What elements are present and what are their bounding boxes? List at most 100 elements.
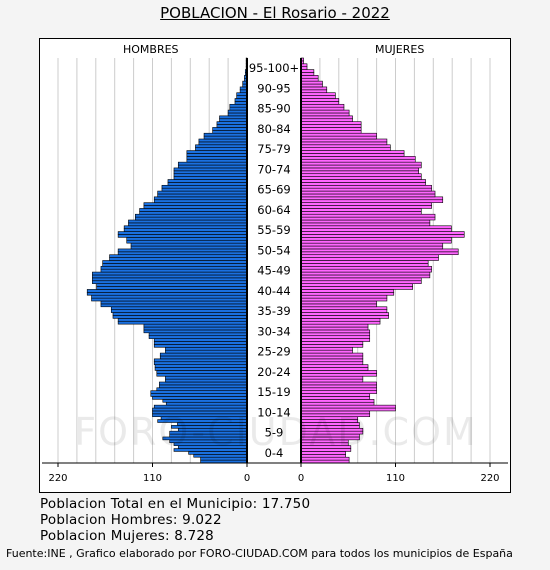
bar-women bbox=[300, 338, 371, 342]
bar-women bbox=[300, 387, 377, 391]
bar-men bbox=[123, 225, 248, 229]
bar-men bbox=[159, 355, 248, 360]
bar-women bbox=[300, 346, 353, 351]
bar-men bbox=[86, 289, 248, 293]
bar-women bbox=[300, 248, 459, 253]
bar-women bbox=[300, 349, 353, 354]
bar-women bbox=[300, 164, 422, 169]
bar-women bbox=[300, 335, 371, 339]
bar-women bbox=[300, 312, 389, 316]
bar-men bbox=[91, 294, 248, 299]
bar-men bbox=[212, 130, 248, 134]
age-label: 20-24 bbox=[257, 365, 290, 379]
bar-women bbox=[300, 303, 377, 308]
bar-men bbox=[117, 318, 248, 322]
bar-women bbox=[300, 112, 350, 117]
bar-men bbox=[91, 297, 248, 302]
bar-women bbox=[300, 211, 422, 215]
bar-women bbox=[300, 396, 371, 400]
bar-women bbox=[300, 92, 336, 96]
bar-men bbox=[86, 292, 248, 296]
bar-men bbox=[177, 164, 248, 169]
bar-men bbox=[165, 378, 248, 383]
bar-women bbox=[300, 242, 444, 247]
bar-women bbox=[300, 268, 432, 273]
bar-men bbox=[173, 173, 248, 177]
bar-women bbox=[300, 355, 364, 360]
stat-men: Poblacion Hombres: 9.022 bbox=[40, 512, 222, 528]
bar-men bbox=[143, 323, 248, 328]
bar-men bbox=[154, 364, 248, 368]
bar-women bbox=[300, 341, 364, 345]
bar-women bbox=[300, 399, 375, 403]
age-label: 60-64 bbox=[257, 203, 290, 217]
bar-women bbox=[300, 167, 419, 172]
bar-women bbox=[300, 318, 381, 322]
bar-women bbox=[300, 254, 439, 258]
bar-women bbox=[300, 130, 362, 134]
bar-men bbox=[112, 315, 248, 319]
chart-title: POBLACION - El Rosario - 2022 bbox=[160, 4, 390, 22]
bar-men bbox=[102, 263, 248, 267]
bar-women bbox=[300, 231, 465, 235]
bar-women bbox=[300, 176, 422, 180]
bar-women bbox=[300, 297, 388, 302]
bar-men bbox=[130, 245, 248, 250]
bar-women bbox=[300, 75, 319, 79]
x-tick-label: 0 bbox=[298, 473, 304, 484]
bar-women bbox=[300, 323, 369, 328]
bar-men bbox=[117, 251, 248, 256]
bar-men bbox=[109, 257, 248, 261]
bar-men bbox=[92, 277, 248, 282]
bar-men bbox=[153, 361, 248, 365]
bar-men bbox=[143, 205, 248, 209]
bar-men bbox=[96, 283, 248, 287]
bar-women bbox=[300, 344, 364, 348]
bar-men bbox=[161, 187, 248, 192]
bar-women bbox=[300, 381, 377, 386]
bar-men bbox=[234, 101, 248, 105]
bar-men bbox=[236, 95, 248, 99]
bar-women bbox=[300, 393, 371, 397]
bar-men bbox=[117, 320, 248, 325]
bar-men bbox=[153, 338, 248, 342]
bar-women bbox=[300, 202, 432, 206]
bar-women bbox=[300, 208, 422, 212]
bar-women bbox=[300, 361, 364, 365]
bar-women bbox=[300, 109, 350, 114]
bar-men bbox=[152, 396, 248, 400]
bar-men bbox=[186, 150, 248, 154]
bar-men bbox=[156, 387, 248, 391]
bar-men bbox=[165, 375, 248, 380]
bar-men bbox=[135, 216, 248, 221]
age-label: 85-90 bbox=[257, 102, 290, 116]
bar-women bbox=[300, 237, 452, 241]
bar-women bbox=[300, 118, 353, 122]
age-label: 50-54 bbox=[257, 243, 290, 257]
bar-women bbox=[300, 153, 405, 157]
bar-men bbox=[219, 118, 248, 122]
age-label: 80-84 bbox=[257, 122, 290, 136]
bar-men bbox=[123, 228, 248, 232]
bar-women bbox=[300, 364, 369, 368]
bar-men bbox=[227, 109, 248, 114]
bar-women bbox=[300, 161, 422, 166]
bar-men bbox=[173, 170, 248, 175]
bar-men bbox=[139, 208, 248, 212]
bar-women bbox=[300, 294, 388, 299]
bar-women bbox=[300, 326, 369, 331]
women-header: MUJERES bbox=[375, 43, 425, 56]
bar-women bbox=[300, 390, 377, 394]
bar-men bbox=[143, 202, 248, 206]
bar-women bbox=[300, 401, 375, 406]
bar-men bbox=[167, 182, 248, 186]
bar-women bbox=[300, 265, 432, 270]
bar-men bbox=[92, 280, 248, 284]
bar-women bbox=[300, 260, 429, 264]
bar-men bbox=[126, 239, 248, 244]
bar-women bbox=[300, 375, 364, 380]
bar-men bbox=[126, 237, 248, 241]
bar-men bbox=[195, 147, 248, 151]
age-label: 65-69 bbox=[257, 183, 290, 197]
bar-women bbox=[300, 182, 426, 186]
